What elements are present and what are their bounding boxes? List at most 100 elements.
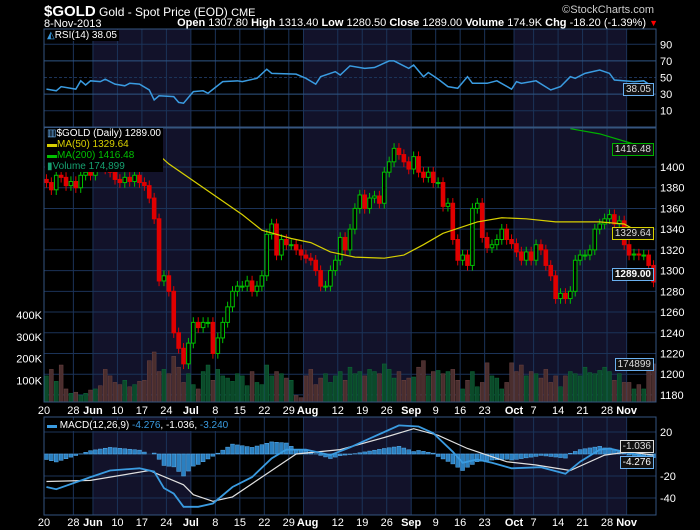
volume-bar xyxy=(210,380,216,402)
change-label: Chg xyxy=(545,17,567,29)
volume-bar xyxy=(191,384,196,402)
volume-bar xyxy=(313,384,318,402)
volume-bar xyxy=(186,373,191,402)
macd-histogram-bar xyxy=(421,451,426,455)
candle-body xyxy=(474,202,480,209)
volume-bar xyxy=(289,380,294,402)
x-axis-label: 10 xyxy=(111,405,123,417)
chart-date: 8-Nov-2013 xyxy=(44,18,102,30)
volume-bar xyxy=(528,371,534,402)
candle-body xyxy=(587,249,593,256)
macd-histogram-bar xyxy=(499,453,504,460)
volume-bar xyxy=(181,382,186,402)
volume-bar xyxy=(391,377,397,402)
volume-bar xyxy=(641,388,646,402)
macd-histogram-bar xyxy=(528,453,534,458)
macd-histogram-bar xyxy=(411,451,416,455)
price-tick-label: 1240 xyxy=(660,328,684,340)
candle-body xyxy=(78,174,84,189)
volume-bar xyxy=(88,389,93,402)
macd-histogram-bar xyxy=(342,453,348,456)
macd-histogram-bar xyxy=(49,453,54,461)
candle-body xyxy=(440,182,446,207)
volume-bar xyxy=(44,375,49,402)
volume-bar xyxy=(386,369,392,402)
macd-histogram-bar xyxy=(538,453,544,456)
macd-histogram-bar xyxy=(626,453,632,456)
volume-bar xyxy=(196,388,201,402)
volume-bar xyxy=(171,356,176,402)
macd-value-tag: -4.276 xyxy=(619,456,654,469)
x-axis-label: 22 xyxy=(258,405,270,417)
candle-body xyxy=(391,147,397,163)
x-axis-label: 29 xyxy=(283,405,295,417)
volume-bar xyxy=(484,362,490,402)
rsi-panel-border xyxy=(43,28,657,128)
volume-bar xyxy=(127,386,132,402)
macd-tick-label: -40 xyxy=(660,493,676,505)
volume-bar xyxy=(573,373,578,402)
volume-bar xyxy=(58,364,64,402)
macd-histogram-bar xyxy=(112,447,118,455)
candle-body xyxy=(455,239,461,261)
x-axis-label: 8 xyxy=(212,405,218,417)
candle-body xyxy=(181,347,186,365)
macd-histogram-bar xyxy=(372,449,377,455)
x-axis-label: 14 xyxy=(552,517,564,529)
volume-tick-label: 300K xyxy=(16,332,42,344)
macd-histogram-bar xyxy=(240,445,245,455)
volume-bar xyxy=(587,372,593,402)
candle-body xyxy=(146,185,152,199)
candle-body xyxy=(191,321,196,344)
candle-body xyxy=(220,321,226,339)
macd-legend: ▬ MACD(12,26,9) -4.276, -1.036, -3.240 xyxy=(45,420,231,431)
candle-body xyxy=(244,280,250,287)
x-axis-label: Sep xyxy=(401,517,421,529)
volume-bars-icon: ▮ xyxy=(47,161,53,172)
macd-histogram-bar xyxy=(264,443,269,455)
macd-histogram-bar xyxy=(54,453,59,463)
volume-bar xyxy=(597,370,602,402)
macd-histogram-bar xyxy=(171,453,176,468)
volume-bar xyxy=(122,380,127,402)
macd-histogram-bar xyxy=(122,448,127,455)
candle-body xyxy=(293,244,299,251)
macd-histogram-bar xyxy=(259,444,265,455)
candle-body xyxy=(504,228,509,241)
volume-tick-label: 200K xyxy=(16,354,42,366)
volume-bar xyxy=(362,375,367,402)
macd-histogram-bar xyxy=(98,448,103,455)
volume-bar xyxy=(318,377,323,402)
candle-body xyxy=(303,254,309,259)
candle-body xyxy=(53,174,59,191)
candle-body xyxy=(381,171,387,204)
macd-histogram-bar xyxy=(161,453,167,466)
candle-body xyxy=(308,257,314,261)
macd-histogram-bar xyxy=(396,446,402,455)
volume-bar xyxy=(445,371,451,402)
macd-histogram-bar xyxy=(377,449,382,455)
macd-histogram-bar xyxy=(367,450,372,455)
candle-body xyxy=(73,181,79,189)
macd-legend-name: MACD(12,26,9) xyxy=(59,420,130,431)
macd-histogram-bar xyxy=(269,441,274,455)
month-shade xyxy=(303,128,412,402)
volume-bar xyxy=(577,375,583,402)
volume-bar xyxy=(548,382,553,402)
macd-histogram-bar xyxy=(357,452,362,455)
candle-body xyxy=(572,259,578,292)
macd-histogram-bar xyxy=(382,448,387,455)
candle-body xyxy=(406,161,412,170)
candle-body xyxy=(318,270,323,287)
candle-body xyxy=(499,228,505,241)
volume-bar xyxy=(568,371,573,402)
volume-bar xyxy=(264,364,269,402)
macd-histogram-bar xyxy=(191,453,196,467)
candle-body xyxy=(161,275,167,282)
ma200-legend-text: MA(200) 1416.48 xyxy=(57,150,135,161)
candlestick-icon: ▥ xyxy=(47,128,57,139)
volume-bar xyxy=(626,382,632,402)
price-tick-label: 1280 xyxy=(660,286,684,298)
candle-body xyxy=(435,182,441,185)
x-axis-label: 23 xyxy=(479,405,491,417)
